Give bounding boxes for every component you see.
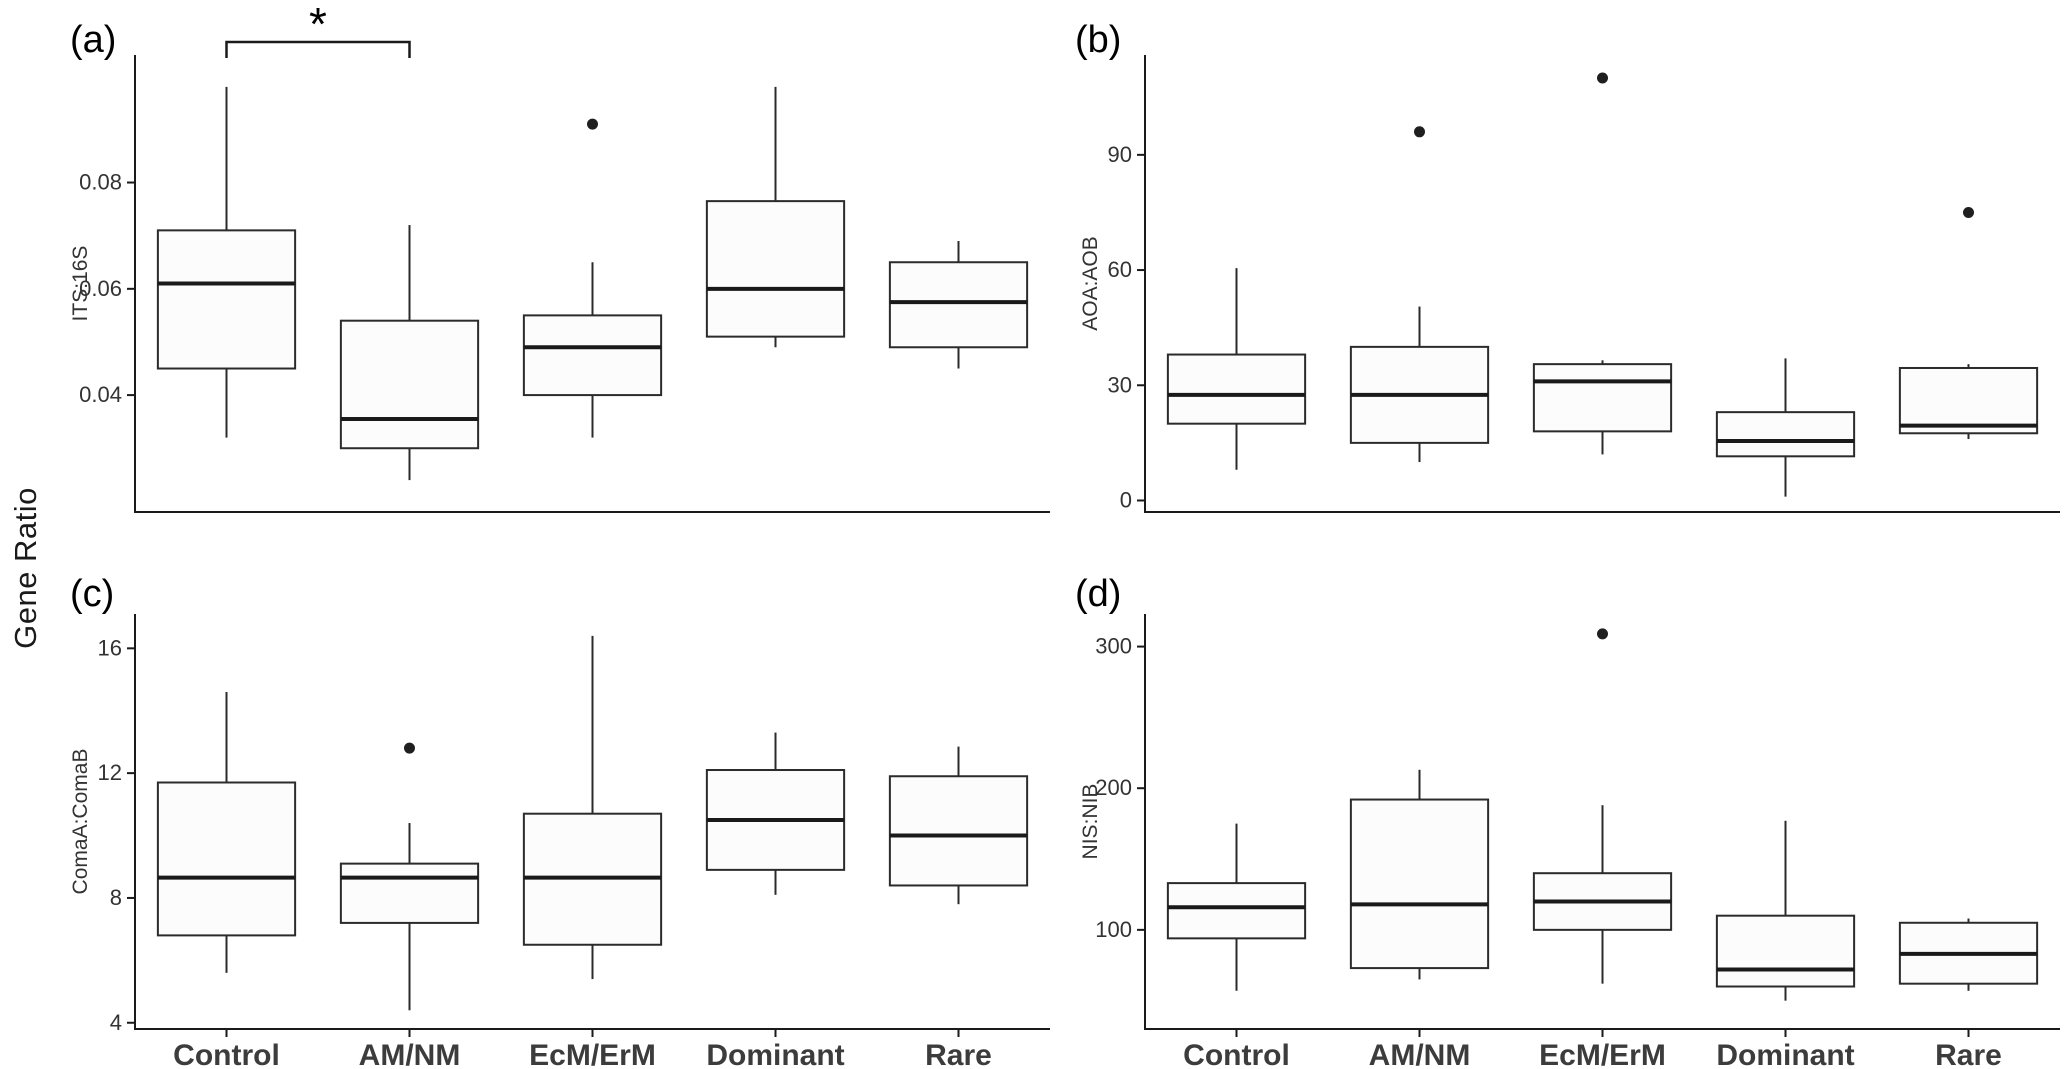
category-label: AM/NM [1369, 1039, 1471, 1069]
significance-star: * [309, 0, 327, 50]
boxplot-control [156, 86, 297, 438]
panel-d: (d) NIS:NIB 100 200 300 Control AM/NM EcM/ErM Do… [1055, 560, 2067, 1069]
panel-label: (d) [1075, 573, 1121, 615]
y-tick-label: 0 [1120, 487, 1132, 512]
boxplot-control [1166, 823, 1307, 991]
iqr-box [1898, 366, 2039, 435]
category-label: Control [1183, 1039, 1290, 1069]
panel-grid: (a) ITS:16S 0.04 0.06 0.08 * (b) AOA:AOB 0 30 60 9… [50, 0, 2067, 1069]
iqr-box [156, 229, 297, 370]
category-label: Control [173, 1039, 280, 1069]
y-axis-title: NIS:NIB [1079, 784, 1102, 860]
category-label: Dominant [1716, 1039, 1854, 1069]
boxplot-ecm-erm [522, 635, 663, 980]
panel-a-chart: (a) ITS:16S 0.04 0.06 0.08 * [69, 0, 1050, 513]
iqr-box [888, 261, 1029, 349]
y-tick-label: 60 [1108, 257, 1132, 282]
iqr-box [1166, 882, 1307, 940]
y-axis-title: ITS:16S [69, 246, 92, 322]
boxplot-rare [888, 746, 1029, 905]
y-tick-label: 8 [110, 885, 122, 910]
y-tick-label: 0.06 [79, 276, 122, 301]
category-label: Rare [1935, 1039, 2002, 1069]
y-tick-label: 12 [98, 760, 122, 785]
category-label: EcM/ErM [1539, 1039, 1666, 1069]
panel-label: (a) [70, 19, 116, 61]
outlier-point [587, 118, 598, 130]
y-tick-label: 0.08 [79, 170, 122, 195]
outlier-point [1414, 126, 1425, 138]
iqr-box [156, 781, 297, 937]
boxplot-ecm-erm [522, 118, 663, 438]
boxplot-am-nm [1349, 769, 1490, 980]
iqr-box [1349, 798, 1490, 970]
boxplot-dominant [1715, 358, 1856, 497]
y-tick-label: 30 [1108, 372, 1132, 397]
y-tick-label: 300 [1095, 634, 1132, 659]
outlier-point [1597, 72, 1608, 84]
panel-a: (a) ITS:16S 0.04 0.06 0.08 * [50, 0, 1055, 560]
y-tick-label: 100 [1095, 917, 1132, 942]
panel-d-chart: (d) NIS:NIB 100 200 300 Control AM/NM EcM/ErM Do… [1075, 573, 2060, 1069]
outlier-point [1597, 628, 1608, 640]
boxplot-rare [888, 240, 1029, 369]
shared-y-axis-label: Gene Ratio [8, 487, 43, 649]
boxplot-ecm-erm [1532, 628, 1673, 984]
panel-b: (b) AOA:AOB 0 30 60 90 [1055, 0, 2067, 560]
category-label: Rare [925, 1039, 992, 1069]
y-tick-label: 90 [1108, 142, 1132, 167]
iqr-box [705, 200, 846, 338]
significance-bracket [225, 40, 411, 58]
iqr-box [1166, 353, 1307, 425]
panel-b-chart: (b) AOA:AOB 0 30 60 90 [1075, 19, 2060, 513]
panel-label: (b) [1075, 19, 1121, 61]
category-label: AM/NM [359, 1039, 461, 1069]
outlier-point [404, 742, 415, 754]
y-tick-label: 200 [1095, 775, 1132, 800]
panel-label: (c) [70, 573, 114, 615]
boxplot-dominant [705, 86, 846, 348]
iqr-box [1532, 363, 1673, 433]
panel-c: (c) ComaA:ComaB 4 8 12 16 Control AM/NM EcM/ErM D… [50, 560, 1055, 1069]
boxplot-control [1166, 268, 1307, 470]
iqr-box [1715, 914, 1856, 988]
iqr-box [888, 775, 1029, 887]
iqr-box [1715, 411, 1856, 458]
y-tick-label: 4 [110, 1010, 122, 1035]
boxplot-am-nm [339, 742, 480, 1011]
boxplot-am-nm [1349, 126, 1490, 463]
boxplot-dominant [705, 732, 846, 895]
boxplot-dominant [1715, 820, 1856, 1001]
y-tick-label: 16 [98, 635, 122, 660]
panel-c-chart: (c) ComaA:ComaB 4 8 12 16 Control AM/NM EcM/ErM D… [69, 573, 1050, 1069]
category-label: Dominant [706, 1039, 844, 1069]
iqr-box [339, 319, 480, 450]
iqr-box [522, 314, 663, 397]
boxplot-rare [1898, 918, 2039, 991]
iqr-box [339, 862, 480, 924]
y-axis-title: ComaA:ComaB [69, 749, 92, 895]
category-label: EcM/ErM [529, 1039, 656, 1069]
y-tick-label: 0.04 [79, 382, 122, 407]
outlier-point [1963, 206, 1974, 218]
boxplot-control [156, 692, 297, 973]
boxplot-rare [1898, 206, 2039, 440]
y-axis-title: AOA:AOB [1079, 236, 1102, 331]
boxplot-am-nm [339, 225, 480, 481]
boxplot-ecm-erm [1532, 72, 1673, 455]
